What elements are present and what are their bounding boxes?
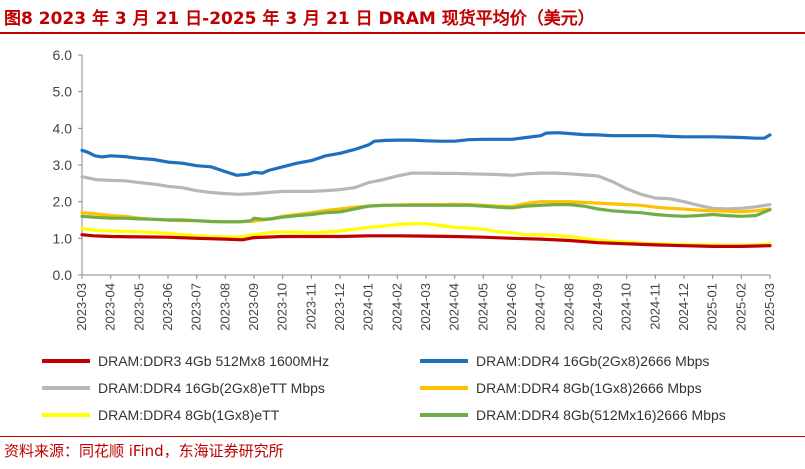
x-tick-label: 2024-02 [389, 283, 404, 331]
x-tick-label: 2024-12 [676, 283, 691, 331]
series-line-0 [80, 233, 772, 248]
x-tick-label: 2023-08 [217, 283, 232, 331]
x-tick-label: 2024-03 [418, 283, 433, 331]
y-tick-label: 0.0 [53, 267, 73, 283]
x-tick-label: 2025-03 [762, 283, 777, 331]
x-tick-label: 2023-06 [160, 283, 175, 331]
x-tick-label: 2025-01 [705, 283, 720, 331]
x-tick-label: 2024-01 [361, 283, 376, 331]
x-tick-label: 2023-04 [103, 283, 118, 331]
series-line-5 [80, 203, 772, 224]
legend-label-1: DRAM:DDR4 16Gb(2Gx8)2666 Mbps [476, 353, 709, 369]
y-tick-label: 6.0 [53, 47, 73, 63]
series-line-2 [80, 171, 772, 211]
source-note: 资料来源：同花顺 iFind，东海证券研究所 [4, 442, 284, 460]
x-tick-label: 2023-07 [189, 283, 204, 331]
x-tick-label: 2023-05 [131, 283, 146, 331]
x-tick-label: 2024-07 [533, 283, 548, 331]
x-tick-label: 2023-12 [332, 283, 347, 331]
x-tick-label: 2023-10 [275, 283, 290, 331]
x-tick-label: 2024-08 [561, 283, 576, 331]
y-tick-label: 2.0 [53, 194, 73, 210]
y-tick-label: 4.0 [53, 120, 73, 136]
legend: DRAM:DDR3 4Gb 512Mx8 1600MHz DRAM:DDR4 16… [42, 353, 726, 423]
x-tick-label: 2024-05 [475, 283, 490, 331]
x-tick-label: 2024-09 [590, 283, 605, 331]
chart-title: 图8 2023 年 3 月 21 日-2025 年 3 月 21 日 DRAM … [4, 9, 595, 29]
x-tick-label: 2024-10 [619, 283, 634, 331]
legend-label-2: DRAM:DDR4 16Gb(2Gx8)eTT Mbps [98, 380, 325, 396]
y-tick-label: 3.0 [53, 157, 73, 173]
y-tick-label: 1.0 [53, 230, 73, 246]
x-tick-label: 2024-11 [647, 283, 662, 330]
source-divider [0, 436, 805, 437]
x-tick-label: 2023-09 [246, 283, 261, 331]
axes: 0.0 1.0 2.0 3.0 4.0 5.0 6.0 2023-03 2023-04 2023-… [53, 47, 777, 331]
legend-label-3: DRAM:DDR4 8Gb(1Gx8)2666 Mbps [476, 380, 702, 396]
series-line-1 [80, 131, 772, 177]
x-tick-label: 2023-11 [303, 283, 318, 330]
x-tick-label: 2025-02 [733, 283, 748, 331]
x-tick-label: 2023-03 [74, 283, 89, 331]
x-tick-label: 2024-04 [447, 283, 462, 331]
series-layer [80, 131, 772, 248]
legend-label-5: DRAM:DDR4 8Gb(512Mx16)2666 Mbps [476, 407, 726, 423]
legend-label-4: DRAM:DDR4 8Gb(1Gx8)eTT [98, 407, 280, 423]
x-tick-label: 2024-06 [504, 283, 519, 331]
legend-label-0: DRAM:DDR3 4Gb 512Mx8 1600MHz [98, 353, 329, 369]
y-tick-label: 5.0 [53, 84, 73, 100]
title-divider [0, 32, 805, 34]
